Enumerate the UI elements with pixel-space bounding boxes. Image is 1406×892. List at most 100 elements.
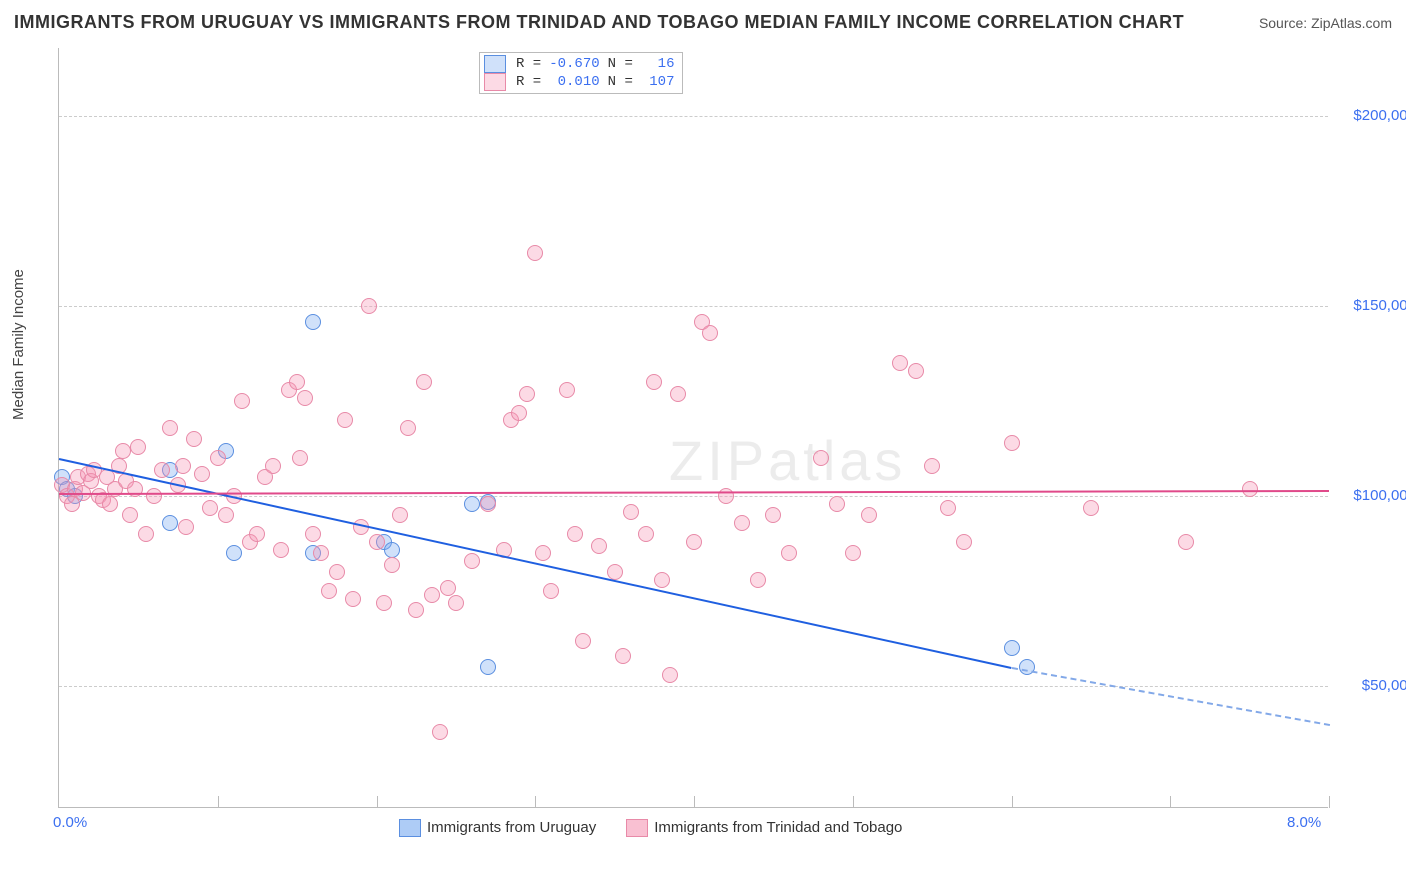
data-point <box>345 591 361 607</box>
data-point <box>186 431 202 447</box>
legend-swatch <box>399 819 421 837</box>
data-point <box>559 382 575 398</box>
data-point <box>654 572 670 588</box>
y-tick-label: $100,000 <box>1338 487 1406 504</box>
data-point <box>623 504 639 520</box>
data-point <box>464 553 480 569</box>
data-point <box>1004 640 1020 656</box>
data-point <box>781 545 797 561</box>
data-point <box>384 542 400 558</box>
y-tick-label: $150,000 <box>1338 297 1406 314</box>
data-point <box>226 545 242 561</box>
data-point <box>130 439 146 455</box>
trend-line <box>1011 667 1329 726</box>
legend-stat-label: R = <box>512 56 545 72</box>
gridline-h <box>59 686 1328 687</box>
source-label: Source: ZipAtlas.com <box>1259 15 1392 31</box>
data-point <box>861 507 877 523</box>
data-point <box>162 420 178 436</box>
data-point <box>670 386 686 402</box>
x-tick-label: 0.0% <box>53 814 87 831</box>
data-point <box>908 363 924 379</box>
data-point <box>511 405 527 421</box>
legend-stat-label: N = <box>604 74 637 90</box>
gridline-h <box>59 306 1328 307</box>
data-point <box>376 595 392 611</box>
watermark: ZIPatlas <box>669 428 906 493</box>
data-point <box>400 420 416 436</box>
chart-title: IMMIGRANTS FROM URUGUAY VS IMMIGRANTS FR… <box>14 12 1184 33</box>
gridline-h <box>59 116 1328 117</box>
data-point <box>234 393 250 409</box>
legend-row: R = 0.010N = 107 <box>484 73 678 91</box>
data-point <box>924 458 940 474</box>
data-point <box>750 572 766 588</box>
data-point <box>102 496 118 512</box>
data-point <box>662 667 678 683</box>
data-point <box>305 526 321 542</box>
data-point <box>115 443 131 459</box>
data-point <box>305 314 321 330</box>
series-legend: Immigrants from UruguayImmigrants from T… <box>399 819 902 837</box>
data-point <box>1083 500 1099 516</box>
data-point <box>1178 534 1194 550</box>
data-point <box>940 500 956 516</box>
legend-n-value: 107 <box>637 74 679 90</box>
data-point <box>591 538 607 554</box>
x-tick <box>377 796 378 808</box>
data-point <box>765 507 781 523</box>
x-tick <box>218 796 219 808</box>
data-point <box>519 386 535 402</box>
data-point <box>646 374 662 390</box>
legend-r-value: 0.010 <box>545 74 603 90</box>
data-point <box>273 542 289 558</box>
data-point <box>392 507 408 523</box>
data-point <box>162 515 178 531</box>
trend-line <box>59 458 1012 669</box>
data-point <box>686 534 702 550</box>
data-point <box>329 564 345 580</box>
stats-legend: R =-0.670N = 16R = 0.010N = 107 <box>479 52 683 94</box>
data-point <box>369 534 385 550</box>
x-tick <box>535 796 536 808</box>
data-point <box>615 648 631 664</box>
data-point <box>829 496 845 512</box>
data-point <box>567 526 583 542</box>
data-point <box>813 450 829 466</box>
x-tick <box>853 796 854 808</box>
data-point <box>734 515 750 531</box>
data-point <box>956 534 972 550</box>
legend-item: Immigrants from Uruguay <box>399 819 596 837</box>
data-point <box>146 488 162 504</box>
y-axis-label: Median Family Income <box>10 269 27 420</box>
data-point <box>408 602 424 618</box>
data-point <box>845 545 861 561</box>
data-point <box>892 355 908 371</box>
data-point <box>527 245 543 261</box>
data-point <box>175 458 191 474</box>
data-point <box>480 659 496 675</box>
data-point <box>480 496 496 512</box>
data-point <box>210 450 226 466</box>
x-tick <box>1329 796 1330 808</box>
data-point <box>337 412 353 428</box>
legend-swatch <box>626 819 648 837</box>
scatter-chart: ZIPatlas R =-0.670N = 16R = 0.010N = 107… <box>58 48 1328 808</box>
data-point <box>575 633 591 649</box>
gridline-h <box>59 496 1328 497</box>
data-point <box>638 526 654 542</box>
x-tick <box>1170 796 1171 808</box>
data-point <box>361 298 377 314</box>
data-point <box>440 580 456 596</box>
x-tick <box>694 796 695 808</box>
legend-swatch <box>484 55 506 73</box>
data-point <box>702 325 718 341</box>
data-point <box>218 507 234 523</box>
data-point <box>194 466 210 482</box>
data-point <box>297 390 313 406</box>
x-tick <box>1012 796 1013 808</box>
data-point <box>448 595 464 611</box>
data-point <box>265 458 281 474</box>
legend-n-value: 16 <box>637 56 679 72</box>
data-point <box>384 557 400 573</box>
